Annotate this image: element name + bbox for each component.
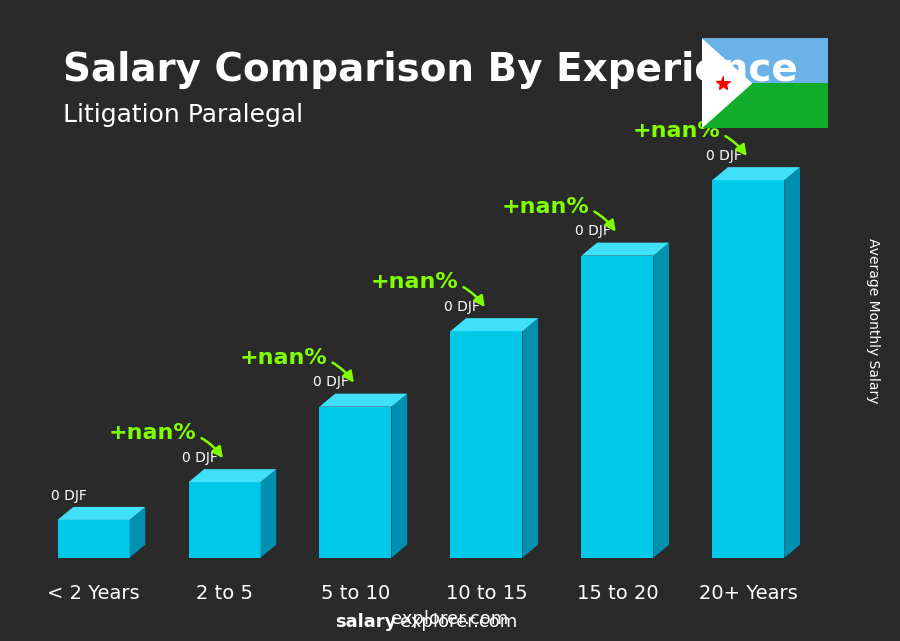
Polygon shape [450, 318, 538, 331]
Polygon shape [702, 38, 752, 128]
Text: 0 DJF: 0 DJF [444, 300, 480, 314]
Text: explorer.com: explorer.com [400, 613, 517, 631]
Text: 0 DJF: 0 DJF [313, 375, 349, 389]
Text: 0 DJF: 0 DJF [51, 488, 87, 503]
Text: +nan%: +nan% [109, 423, 221, 456]
Text: +nan%: +nan% [371, 272, 483, 305]
Text: 2 to 5: 2 to 5 [196, 584, 253, 603]
Polygon shape [188, 482, 260, 558]
Polygon shape [784, 167, 800, 558]
Polygon shape [58, 507, 145, 520]
Text: salary: salary [335, 613, 396, 631]
Polygon shape [450, 331, 522, 558]
Text: 10 to 15: 10 to 15 [446, 584, 527, 603]
Polygon shape [653, 243, 669, 558]
Bar [702, 83, 828, 128]
Text: +nan%: +nan% [239, 347, 352, 380]
Polygon shape [581, 243, 669, 256]
Text: 5 to 10: 5 to 10 [321, 584, 390, 603]
Text: 0 DJF: 0 DJF [575, 224, 611, 238]
Text: Average Monthly Salary: Average Monthly Salary [866, 238, 880, 403]
Polygon shape [320, 406, 392, 558]
Polygon shape [260, 469, 276, 558]
Polygon shape [58, 520, 130, 558]
Text: Salary Comparison By Experience: Salary Comparison By Experience [63, 51, 797, 89]
Polygon shape [130, 507, 145, 558]
Polygon shape [320, 394, 407, 406]
Text: 0 DJF: 0 DJF [182, 451, 218, 465]
Text: < 2 Years: < 2 Years [48, 584, 140, 603]
Polygon shape [581, 256, 653, 558]
Polygon shape [522, 318, 538, 558]
Text: 20+ Years: 20+ Years [699, 584, 797, 603]
Text: +nan%: +nan% [501, 197, 614, 229]
Polygon shape [712, 180, 784, 558]
Text: +nan%: +nan% [633, 121, 745, 154]
Bar [702, 38, 828, 83]
Text: Litigation Paralegal: Litigation Paralegal [63, 103, 303, 126]
Text: 0 DJF: 0 DJF [706, 149, 742, 163]
Polygon shape [712, 167, 800, 180]
Polygon shape [392, 394, 407, 558]
Text: 15 to 20: 15 to 20 [577, 584, 658, 603]
Text: explorer.com: explorer.com [392, 610, 508, 628]
Polygon shape [188, 469, 276, 482]
